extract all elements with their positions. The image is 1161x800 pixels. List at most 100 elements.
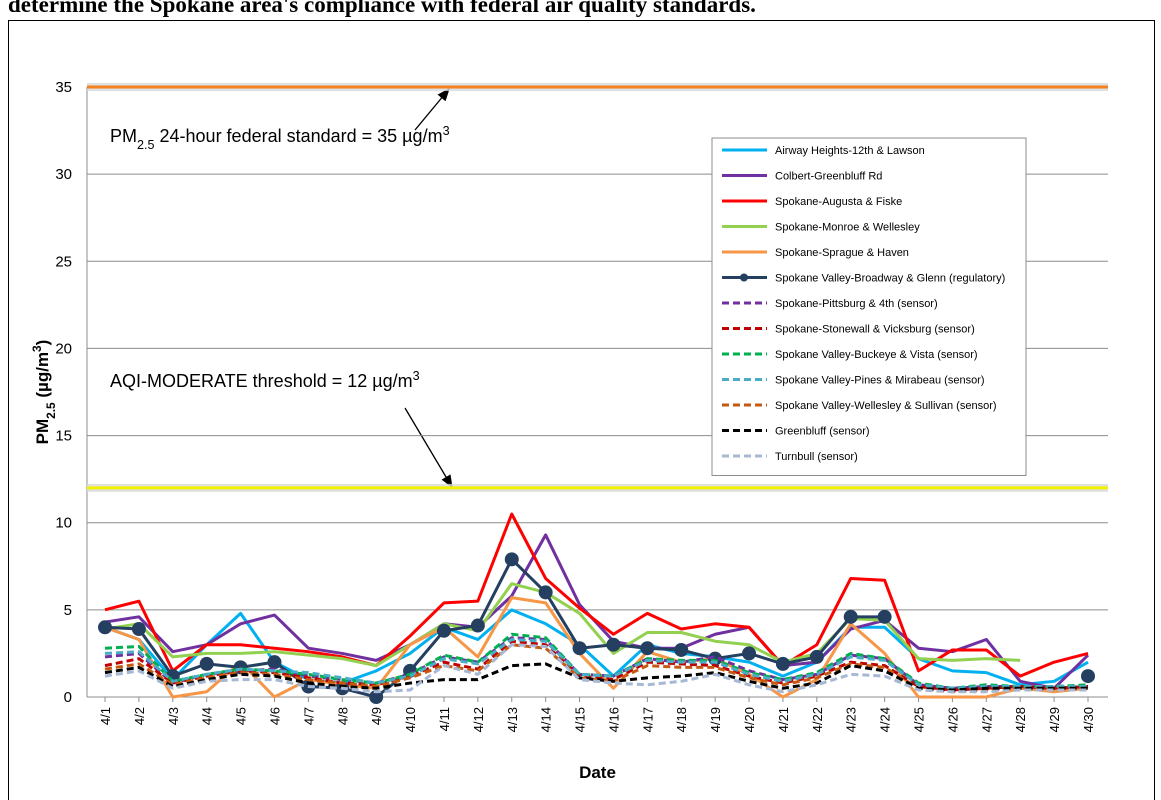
y-axis-label: PM2.5 (µg/m3) [30,340,58,445]
x-tick-label: 4/3 [166,707,181,725]
annotation-arrow [414,87,450,131]
caption: determine the Spokane area's compliance … [8,0,756,17]
y-tick-label: 15 [55,428,72,445]
annotation-arrow [404,407,453,489]
legend-marker [740,273,748,282]
series-line [104,662,1088,692]
x-tick-label: 4/16 [606,707,621,732]
series-line [104,608,1089,687]
text-part: 3 [30,345,44,352]
x-tick-label: 4/18 [674,707,689,732]
x-axis-label: Date [579,763,616,782]
point [843,609,858,624]
legend-label: Turnbull (sensor) [775,451,858,463]
x-tick-label: 4/4 [200,707,215,725]
text-part: (µg/m [33,352,52,402]
text-part: AQI-MODERATE threshold = 12 µg/m [110,371,413,391]
legend-label: Spokane Valley-Buckeye & Vista (sensor) [775,349,978,361]
series-line [104,639,1089,692]
text-part: 3 [443,124,450,138]
x-tick-label: 4/25 [912,707,927,732]
chart-frame [8,20,1155,800]
point [606,637,621,652]
point [504,552,519,567]
x-tick-label: 4/29 [1047,707,1062,732]
x-tick-label: 4/12 [471,707,486,732]
x-tick-label: 4/10 [403,707,418,732]
point [742,646,757,661]
text-part: 2.5 [137,138,155,152]
x-tick-label: 4/14 [539,707,554,732]
x-tick-label: 4/28 [1013,707,1028,732]
legend-label: Spokane-Pittsburg & 4th (sensor) [775,298,938,310]
point [640,641,655,656]
y-tick-label: 20 [55,340,72,357]
legend-label: Airway Heights-12th & Lawson [775,145,925,157]
legend-label: Greenbluff (sensor) [775,426,870,438]
y-tick-label: 0 [64,689,72,706]
x-tick-label: 4/19 [708,707,723,732]
point [131,622,146,637]
legend-label: Spokane Valley-Wellesley & Sullivan (sen… [775,400,997,412]
point [809,649,824,664]
y-tick-label: 10 [55,515,72,532]
x-tick-label: 4/22 [810,707,825,732]
legend-label: Spokane-Monroe & Wellesley [775,222,920,234]
text-part: 3 [413,369,420,383]
annotation: PM2.5 24-hour federal standard = 35 µg/m… [110,124,450,152]
text-part: ) [33,340,52,346]
x-tick-label: 4/9 [369,707,384,725]
x-tick-label: 4/23 [844,707,859,732]
point [538,585,553,600]
x-tick-label: 4/1 [98,707,113,725]
x-tick-label: 4/17 [640,707,655,732]
legend-box [711,137,1027,476]
point [98,620,112,635]
x-tick-label: 4/24 [878,707,893,732]
x-tick-label: 4/2 [132,707,147,725]
point [775,656,790,671]
point [267,655,282,670]
x-tick-label: 4/20 [742,707,757,732]
legend-label: Spokane Valley-Pines & Mirabeau (sensor) [775,375,985,387]
series-line [104,596,1089,699]
series-line [104,582,1021,668]
x-tick-label: 4/30 [1081,707,1096,732]
point [436,623,451,638]
text-part: PM [110,126,137,146]
x-tick-label: 4/6 [267,707,282,725]
point [369,690,384,704]
x-tick-label: 4/8 [335,707,350,725]
point [199,656,214,671]
point [470,618,485,633]
point [674,642,689,657]
legend-label: Colbert-Greenbluff Rd [775,171,882,183]
y-tick-label: 5 [64,602,72,619]
y-tick-label: 30 [55,166,72,183]
series-line [104,637,1088,690]
x-tick-label: 4/21 [776,707,791,732]
series-line [104,643,1089,694]
text-part: PM [33,419,52,445]
y-tick-label: 25 [55,253,72,270]
legend-label: Spokane-Stonewall & Vicksburg (sensor) [775,324,975,336]
legend-label: Spokane-Sprague & Haven [775,247,909,259]
annotation: AQI-MODERATE threshold = 12 µg/m3 [110,369,420,391]
legend-label: Spokane-Augusta & Fiske [775,196,902,208]
point [1081,669,1095,684]
point [877,609,892,624]
x-tick-label: 4/11 [437,707,452,731]
text-part: 24-hour federal standard = 35 µg/m [155,126,443,146]
x-tick-label: 4/15 [573,707,588,732]
text-part: 2.5 [44,402,58,419]
x-tick-label: 4/5 [234,707,249,725]
point [572,641,587,656]
x-tick-label: 4/26 [945,707,960,732]
x-tick-label: 4/13 [505,707,520,732]
x-tick-label: 4/7 [301,707,316,725]
legend-label: Spokane Valley-Broadway & Glenn (regulat… [775,273,1005,285]
series-line [104,512,1089,678]
y-tick-label: 35 [55,79,72,96]
